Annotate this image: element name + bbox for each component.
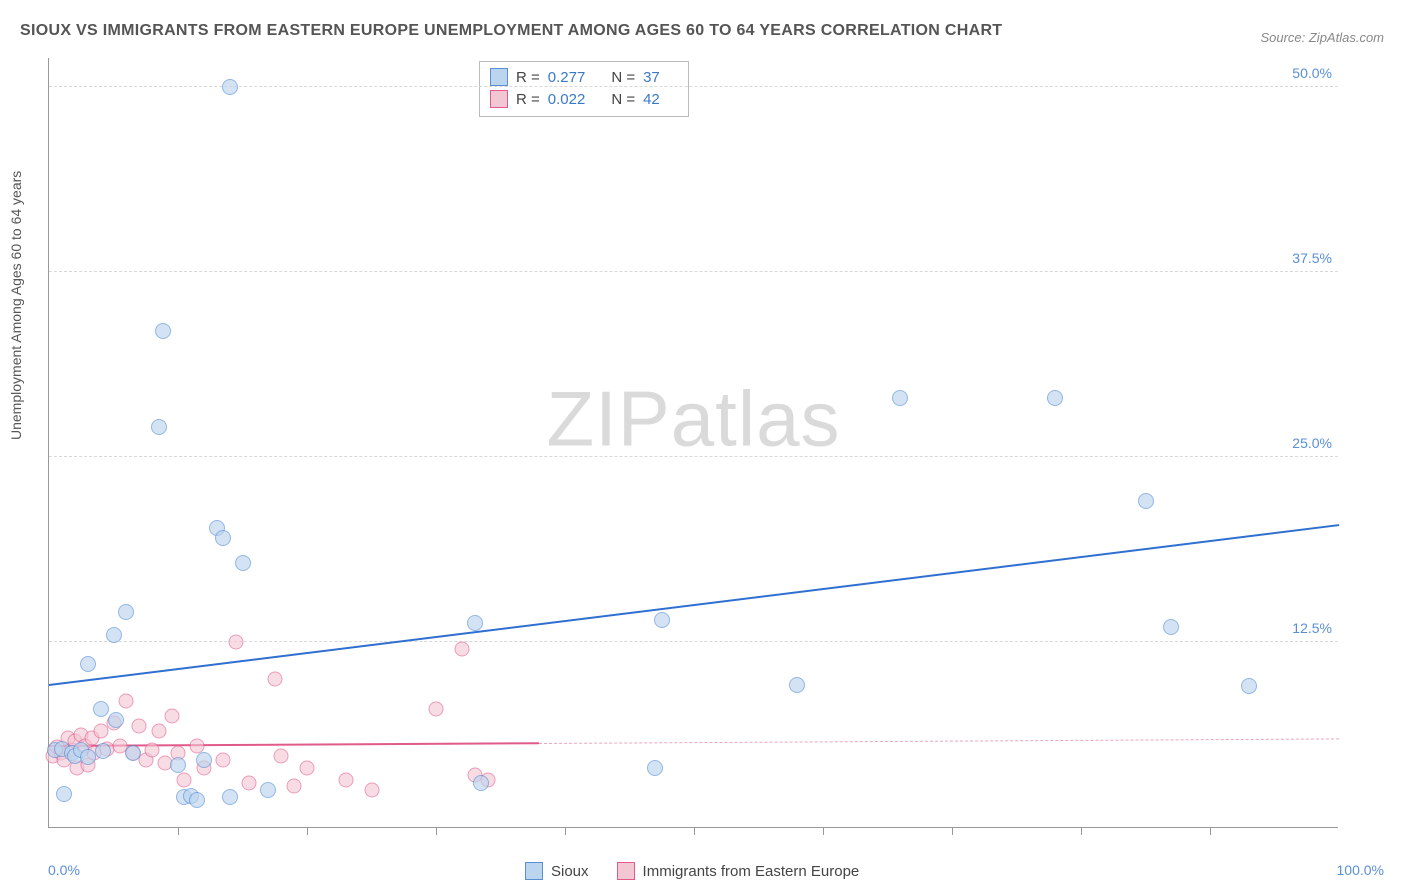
sioux-point <box>789 677 805 693</box>
gridline <box>49 271 1338 272</box>
immigrants-point <box>177 772 192 787</box>
sioux-point <box>892 390 908 406</box>
sioux-point <box>222 79 238 95</box>
x-tick <box>694 827 695 835</box>
immigrants-point <box>364 782 379 797</box>
legend-label-immigrants: Immigrants from Eastern Europe <box>643 863 860 880</box>
watermark-zip: ZIP <box>546 375 670 463</box>
sioux-point <box>1241 678 1257 694</box>
legend-item-sioux: Sioux <box>525 862 589 880</box>
r-value-sioux: 0.277 <box>548 69 586 86</box>
sioux-point <box>155 323 171 339</box>
legend-swatch-immigrants <box>617 862 635 880</box>
immigrants-point <box>338 772 353 787</box>
gridline <box>49 456 1338 457</box>
sioux-point <box>260 782 276 798</box>
immigrants-point <box>454 642 469 657</box>
sioux-point <box>170 757 186 773</box>
gridline <box>49 86 1338 87</box>
watermark: ZIPatlas <box>546 374 840 465</box>
stats-row-immigrants: R = 0.022 N = 42 <box>490 88 678 110</box>
immigrants-point <box>287 778 302 793</box>
immigrants-point <box>229 634 244 649</box>
immigrants-point <box>267 671 282 686</box>
immigrants-point <box>151 723 166 738</box>
sioux-point <box>93 701 109 717</box>
n-label-sioux: N = <box>611 69 635 86</box>
sioux-point <box>151 419 167 435</box>
r-value-immigrants: 0.022 <box>548 91 586 108</box>
r-label-sioux: R = <box>516 69 540 86</box>
sioux-point <box>467 615 483 631</box>
immigrants-point <box>274 748 289 763</box>
immigrants-point <box>164 708 179 723</box>
immigrants-point <box>216 753 231 768</box>
n-value-sioux: 37 <box>643 69 660 86</box>
n-value-immigrants: 42 <box>643 91 660 108</box>
n-label-immigrants: N = <box>611 91 635 108</box>
y-axis-label: Unemployment Among Ages 60 to 64 years <box>8 171 24 440</box>
y-tick-label: 25.0% <box>1292 435 1332 451</box>
sioux-point <box>106 627 122 643</box>
x-tick <box>307 827 308 835</box>
immigrants-point <box>119 694 134 709</box>
stats-legend-box: R = 0.277 N = 37 R = 0.022 N = 42 <box>479 61 689 117</box>
sioux-point <box>189 792 205 808</box>
y-tick-label: 37.5% <box>1292 250 1332 266</box>
sioux-point <box>118 604 134 620</box>
y-tick-label: 12.5% <box>1292 620 1332 636</box>
immigrants-point <box>241 775 256 790</box>
legend-item-immigrants: Immigrants from Eastern Europe <box>617 862 860 880</box>
trend-line-dashed <box>539 739 1339 745</box>
sioux-point <box>56 786 72 802</box>
chart-title: SIOUX VS IMMIGRANTS FROM EASTERN EUROPE … <box>20 22 1002 40</box>
immigrants-point <box>190 738 205 753</box>
sioux-point <box>222 789 238 805</box>
y-tick-label: 50.0% <box>1292 65 1332 81</box>
x-axis-max-label: 100.0% <box>1337 862 1384 878</box>
swatch-sioux <box>490 68 508 86</box>
sioux-point <box>80 656 96 672</box>
sioux-point <box>1163 619 1179 635</box>
source-label: Source: ZipAtlas.com <box>1260 30 1384 45</box>
sioux-point <box>473 775 489 791</box>
swatch-immigrants <box>490 90 508 108</box>
legend-label-sioux: Sioux <box>551 863 589 880</box>
series-legend: Sioux Immigrants from Eastern Europe <box>525 862 877 880</box>
x-tick <box>823 827 824 835</box>
immigrants-point <box>132 719 147 734</box>
sioux-point <box>95 743 111 759</box>
x-tick <box>1081 827 1082 835</box>
sioux-point <box>215 530 231 546</box>
legend-swatch-sioux <box>525 862 543 880</box>
sioux-point <box>647 760 663 776</box>
sioux-point <box>196 752 212 768</box>
plot-area: ZIPatlas R = 0.277 N = 37 R = 0.022 N = … <box>48 58 1338 828</box>
x-tick <box>565 827 566 835</box>
sioux-point <box>654 612 670 628</box>
trend-line <box>49 524 1339 686</box>
sioux-point <box>235 555 251 571</box>
immigrants-point <box>429 701 444 716</box>
x-tick <box>952 827 953 835</box>
sioux-point <box>125 745 141 761</box>
sioux-point <box>1047 390 1063 406</box>
x-tick <box>436 827 437 835</box>
immigrants-point <box>300 760 315 775</box>
x-tick <box>178 827 179 835</box>
watermark-atlas: atlas <box>671 375 841 463</box>
r-label-immigrants: R = <box>516 91 540 108</box>
x-tick <box>1210 827 1211 835</box>
sioux-point <box>1138 493 1154 509</box>
sioux-point <box>108 712 124 728</box>
x-axis-min-label: 0.0% <box>48 862 80 878</box>
immigrants-point <box>145 743 160 758</box>
sioux-point <box>80 749 96 765</box>
